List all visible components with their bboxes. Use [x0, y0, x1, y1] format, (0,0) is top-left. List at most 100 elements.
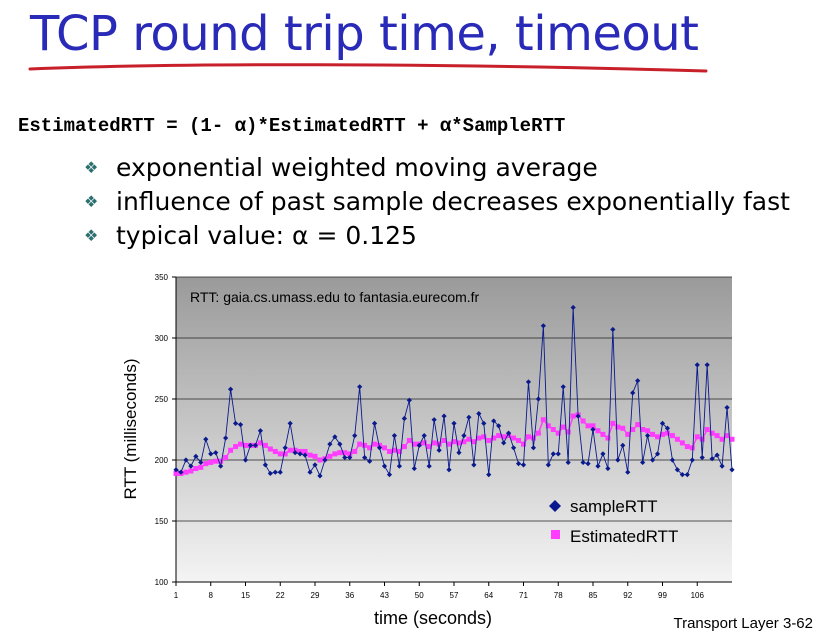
estimated-rtt-point	[525, 434, 531, 440]
estimated-rtt-point	[530, 435, 536, 441]
chart-title: RTT: gaia.cs.umass.edu to fantasia.eurec…	[190, 289, 480, 305]
estimated-rtt-point	[545, 423, 551, 429]
title-underline	[28, 63, 708, 73]
x-tick-label: 36	[345, 591, 354, 600]
estimated-rtt-point	[401, 444, 407, 450]
x-tick-label: 99	[658, 591, 667, 600]
estimated-rtt-point	[486, 437, 492, 443]
estimated-rtt-point	[243, 442, 248, 448]
sample-rtt-point	[684, 472, 690, 478]
rtt-chart: 100 150 200 250 300 350 1 8 15 22 29 36 43 50 57 64 71 78…	[121, 273, 735, 628]
sample-rtt-point	[362, 454, 368, 461]
estimated-rtt-point	[233, 444, 239, 450]
estimated-rtt-point	[421, 440, 427, 446]
estimated-rtt-point	[337, 450, 343, 456]
estimated-rtt-point	[446, 441, 452, 447]
estimated-rtt-point	[426, 444, 432, 450]
sample-rtt-point	[525, 379, 532, 385]
sample-rtt-point	[605, 465, 611, 472]
bullet-item: ❖ typical value: α = 0.125	[84, 219, 790, 253]
estimated-rtt-point	[664, 430, 670, 436]
estimated-rtt-point	[679, 440, 685, 446]
estimated-rtt-point	[362, 442, 368, 448]
estimated-rtt-point	[540, 417, 546, 423]
y-axis-label: RTT (milliseconds)	[121, 358, 140, 499]
estimated-rtt-point	[367, 445, 373, 451]
sample-rtt-point	[213, 450, 219, 456]
bullet-list: ❖ exponential weighted moving average ❖ in…	[84, 151, 790, 253]
estimated-rtt-point	[287, 447, 293, 453]
sample-rtt-point	[272, 469, 278, 475]
estimated-rtt-point	[714, 433, 720, 439]
estimated-rtt-point	[481, 434, 487, 440]
estimated-rtt-point	[595, 428, 601, 434]
bullet-text: exponential weighted moving average	[116, 153, 598, 182]
estimated-rtt-point	[302, 448, 308, 454]
sample-rtt-point	[615, 457, 621, 463]
sample-rtt-point	[242, 457, 249, 463]
sample-rtt-point	[183, 457, 189, 463]
sample-rtt-point	[436, 447, 442, 453]
estimated-rtt-point	[203, 461, 209, 467]
estimated-rtt-point	[699, 436, 705, 442]
estimated-rtt-point	[521, 441, 526, 447]
estimated-rtt-point	[585, 423, 591, 429]
y-tick-label: 200	[155, 456, 169, 465]
sample-rtt-point	[674, 467, 680, 473]
estimated-rtt-point	[357, 441, 363, 447]
estimated-rtt-point	[625, 431, 631, 437]
y-tick-label: 150	[155, 517, 169, 526]
estimated-rtt-point	[277, 451, 283, 457]
sample-rtt-point	[247, 442, 254, 448]
axes: 100 150 200 250 300 350 1 8 15 22 29 36 43 50 57 64 71 78…	[155, 273, 732, 600]
x-tick-label: 50	[415, 591, 424, 600]
estimated-rtt-point	[535, 430, 541, 436]
estimated-rtt-point	[411, 441, 417, 447]
estimated-rtt-point	[188, 468, 194, 474]
x-tick-label: 29	[311, 591, 320, 600]
y-tick-label: 300	[155, 334, 169, 343]
sample-rtt-point	[540, 323, 546, 329]
y-tick-label: 250	[155, 395, 169, 404]
estimated-rtt-point	[208, 459, 214, 465]
x-tick-label: 85	[589, 591, 598, 600]
estimated-rtt-point	[431, 440, 437, 446]
estimated-rtt-point	[451, 439, 457, 445]
estimated-rtt-point	[461, 439, 467, 445]
estimated-rtt-point	[511, 435, 517, 441]
estimated-rtt-point	[550, 427, 556, 432]
estimated-rtt-point	[193, 466, 199, 472]
sample-rtt-point	[625, 469, 631, 475]
sample-rtt-point	[620, 442, 626, 448]
estimated-rtt-point	[307, 452, 313, 458]
estimated-rtt-point	[635, 422, 641, 428]
estimated-rtt-point	[456, 440, 462, 446]
estimated-rtt-point	[669, 433, 675, 439]
x-tick-label: 106	[691, 591, 705, 600]
estimated-rtt-point	[257, 440, 263, 446]
estimated-rtt-point	[213, 458, 219, 464]
estimated-rtt-point	[471, 439, 477, 445]
sample-rtt-point	[595, 463, 601, 469]
x-tick-label: 1	[174, 591, 179, 600]
legend-label-sample: sampleRTT	[570, 497, 658, 516]
estimated-rtt-point	[580, 418, 586, 424]
diamond-bullet-icon: ❖	[84, 226, 99, 245]
estimated-rtt-point	[262, 442, 268, 448]
sample-rtt-point	[679, 472, 685, 478]
x-tick-label: 43	[380, 591, 389, 600]
bullet-text: typical value: α = 0.125	[116, 221, 417, 250]
estimated-rtt-point	[466, 436, 472, 442]
estimated-rtt-point	[386, 448, 392, 454]
legend-label-estimated: EstimatedRTT	[570, 527, 678, 546]
sample-rtt-point	[535, 396, 541, 402]
plot-area	[176, 277, 732, 582]
estimated-rtt-point	[352, 448, 358, 454]
estimated-rtt-point	[709, 430, 715, 436]
sample-rtt-point	[178, 469, 184, 475]
sample-rtt-point	[208, 451, 214, 457]
sample-rtt-point	[510, 445, 517, 451]
sample-rtt-point	[322, 457, 328, 463]
sample-rtt-point	[203, 436, 209, 442]
sample-rtt-point	[689, 457, 695, 463]
